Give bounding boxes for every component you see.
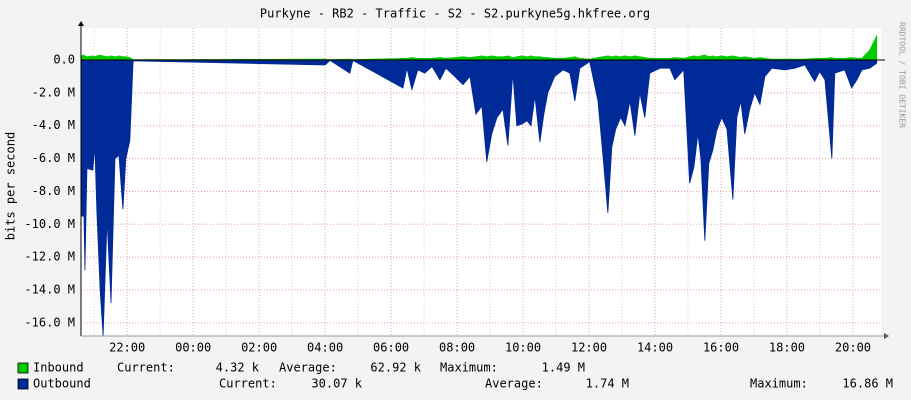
y-tick-label: -8.0 M [32,184,75,198]
legend-swatch [17,362,29,374]
x-tick-label: 10:00 [505,341,541,355]
legend-label: Inbound [33,361,84,375]
legend-label: Outbound [33,377,91,391]
x-tick-label: 22:00 [109,341,145,355]
watermark: RRDTOOL / TOBI OETIKER [898,22,907,128]
x-tick-label: 06:00 [373,341,409,355]
legend-stat-label: Maximum: [750,377,808,391]
x-tick-label: 00:00 [175,341,211,355]
x-tick-label: 18:00 [769,341,805,355]
y-tick-label: -10.0 M [24,217,75,231]
legend-swatch [17,378,29,390]
x-tick-label: 14:00 [637,341,673,355]
legend-stat-label: Average: [485,377,543,391]
y-axis-label: bits per second [4,132,18,240]
y-tick-label: -6.0 M [32,151,75,165]
chart-title: Purkyne - RB2 - Traffic - S2 - S2.purkyn… [260,7,650,21]
axis-arrow [78,21,84,26]
x-tick-label: 08:00 [439,341,475,355]
axis-arrow [884,333,889,339]
legend-stat-label: Current: [219,377,277,391]
legend-stat-value: 4.32 k [216,361,260,375]
x-tick-label: 04:00 [307,341,343,355]
y-tick-label: -2.0 M [32,85,75,99]
area [80,35,878,61]
x-tick-label: 20:00 [835,341,871,355]
legend-stat-label: Current: [117,361,175,375]
y-tick-label: 0.0 [53,53,75,67]
y-tick-label: -12.0 M [24,250,75,264]
x-tick-label: 12:00 [571,341,607,355]
legend-stat-value: 30.07 k [311,377,362,391]
legend-stat-value: 16.86 M [842,377,893,391]
legend-stat-value: 62.92 k [370,361,421,375]
x-tick-label: 16:00 [703,341,739,355]
area [80,59,878,337]
legend-stat-value: 1.74 M [586,377,629,391]
y-tick-label: -14.0 M [24,283,75,297]
legend-stat-label: Maximum: [440,361,498,375]
x-tick-label: 02:00 [241,341,277,355]
legend-stat-value: 1.49 M [542,361,585,375]
y-tick-label: -16.0 M [24,315,75,329]
y-tick-label: -4.0 M [32,118,75,132]
legend-stat-label: Average: [279,361,337,375]
